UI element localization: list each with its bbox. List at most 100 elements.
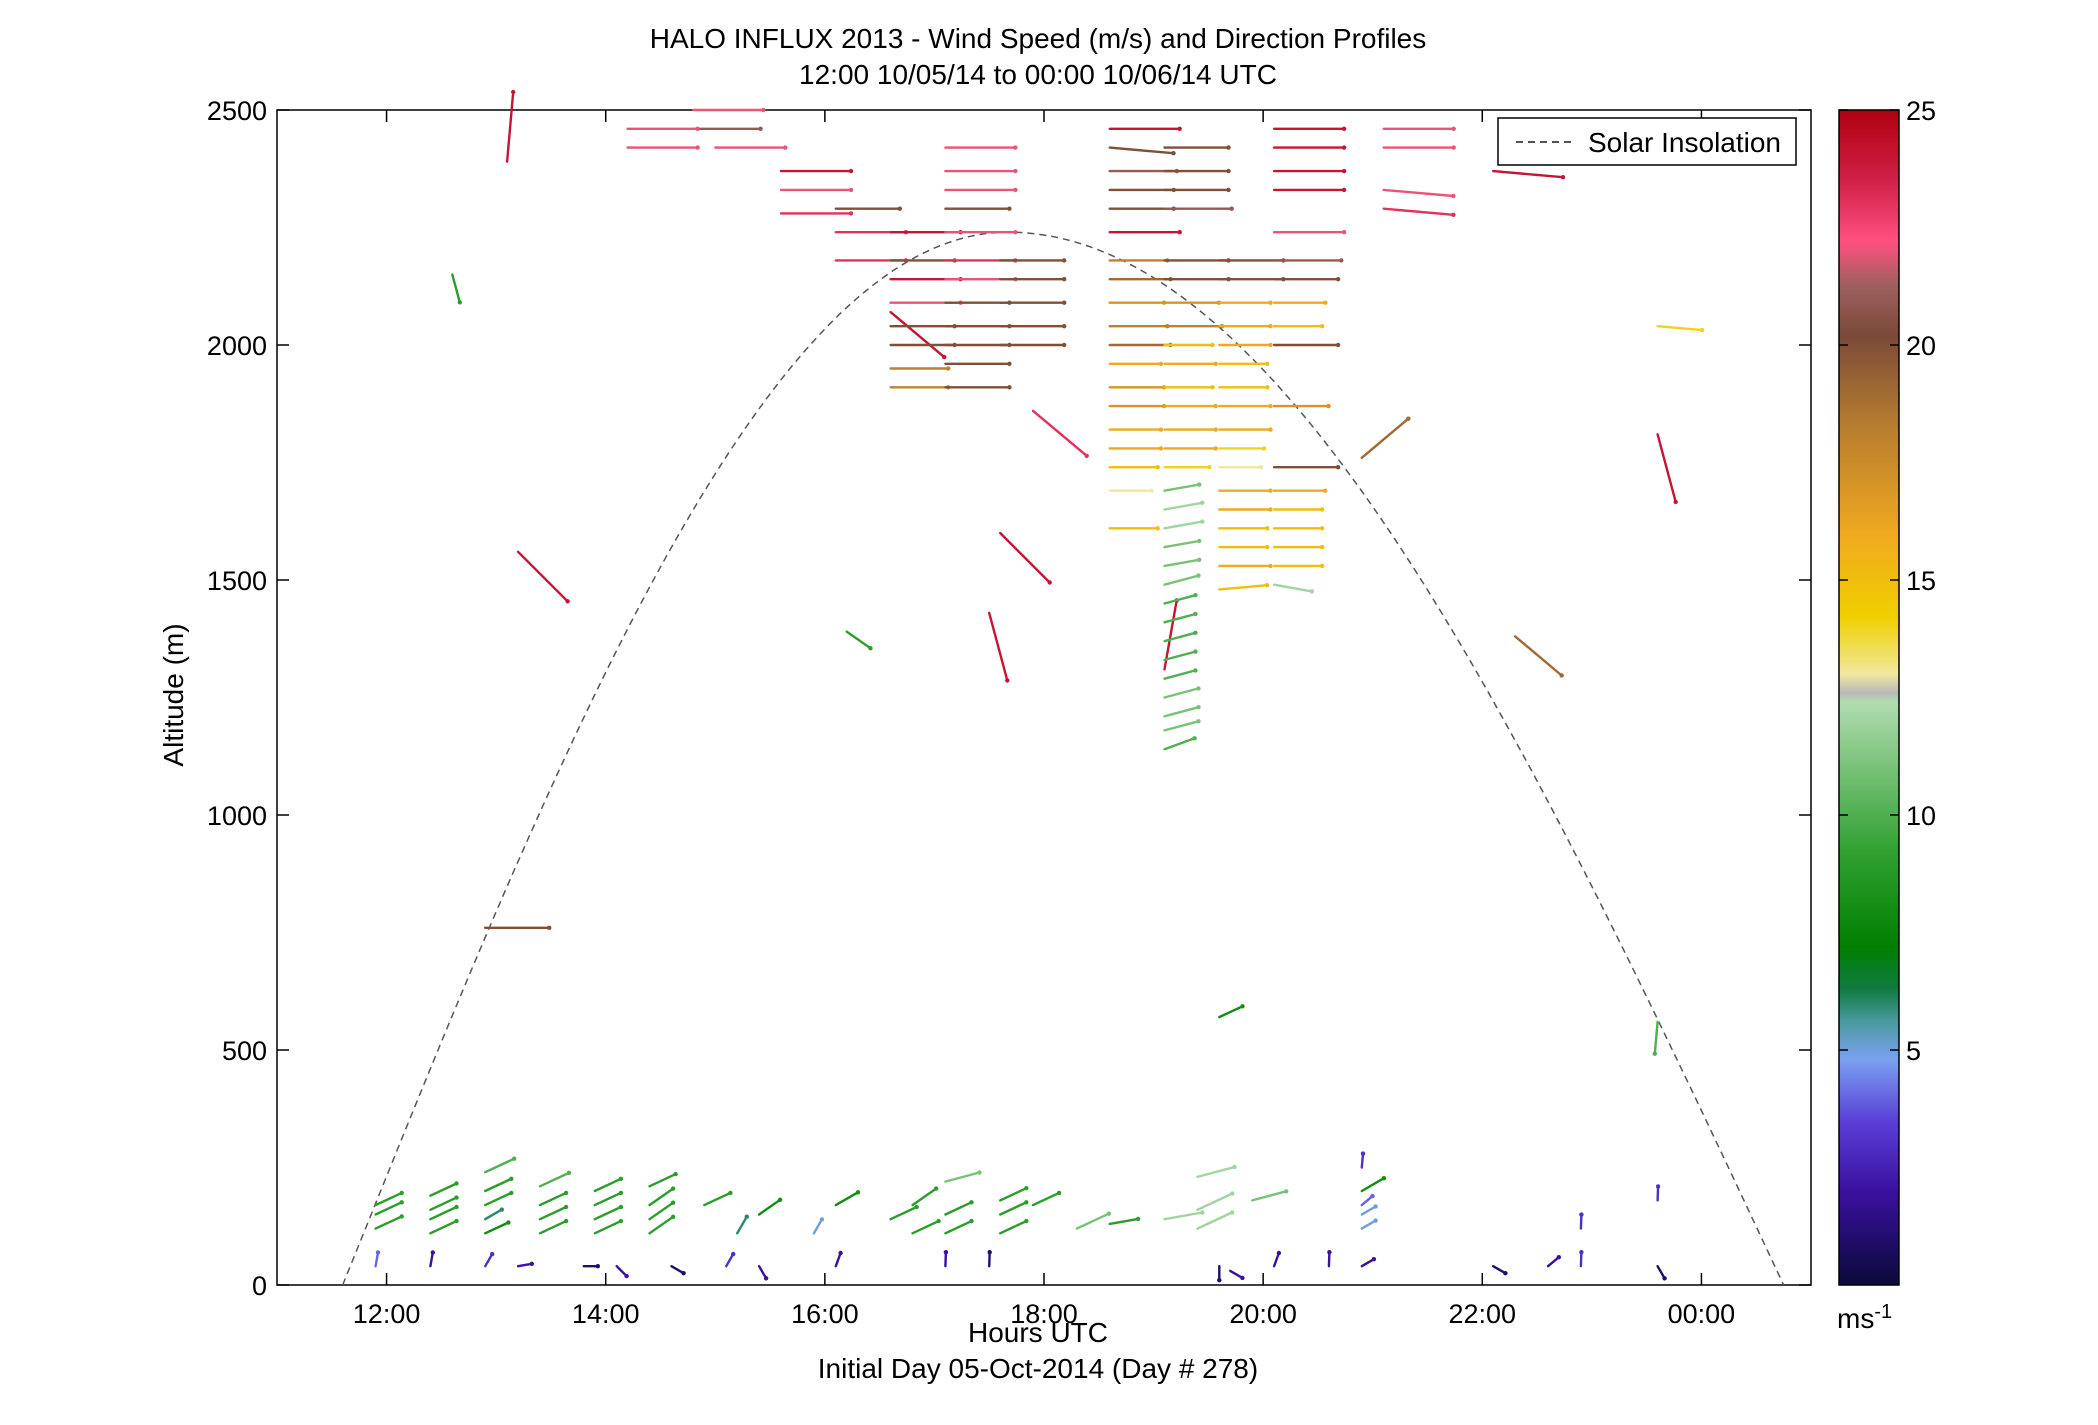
wind-arrow xyxy=(999,1186,1028,1202)
wind-arrow-head xyxy=(430,1250,435,1255)
wind-arrow-head xyxy=(987,1250,992,1255)
wind-arrow-head xyxy=(695,126,700,131)
wind-arrow xyxy=(429,1219,458,1235)
wind-arrow-head xyxy=(1268,488,1273,493)
wind-arrow-head xyxy=(728,1190,733,1196)
wind-arrow-head xyxy=(969,1200,974,1205)
wind-arrow-head xyxy=(1213,361,1218,366)
wind-arrow xyxy=(1163,669,1197,680)
wind-arrow xyxy=(1360,1205,1377,1216)
wind-arrow-head xyxy=(1196,705,1201,710)
wind-arrow xyxy=(538,1205,568,1221)
wind-arrow-head xyxy=(1655,1184,1661,1189)
wind-arrow xyxy=(1218,584,1269,591)
wind-arrow-head xyxy=(399,1200,404,1205)
wind-arrow xyxy=(429,1182,458,1197)
wind-arrow-head xyxy=(1149,488,1154,493)
wind-arrow-head xyxy=(1062,258,1067,263)
wind-arrow-head xyxy=(1381,1176,1387,1181)
wind-arrow xyxy=(1163,706,1200,718)
wind-arrow-head xyxy=(1232,1164,1237,1170)
wind-arrow xyxy=(1229,1269,1244,1280)
wind-arrow xyxy=(1163,650,1197,662)
wind-arrow-head xyxy=(731,1251,736,1257)
wind-arrow xyxy=(1360,1194,1374,1207)
wind-arrow-head xyxy=(1155,526,1160,531)
wind-arrow-head xyxy=(509,1176,514,1182)
wind-arrow-head xyxy=(1406,416,1411,421)
colorbar: 5 10 15 20 25 ms-1 xyxy=(1837,96,1936,1334)
colorbar-tick-label: 10 xyxy=(1906,801,1936,831)
wind-arrow-head xyxy=(1335,277,1341,282)
wind-arrow xyxy=(725,1252,735,1268)
colorbar-unit: ms-1 xyxy=(1837,1301,1892,1334)
wind-arrow-head xyxy=(777,1197,783,1203)
wind-arrow-head xyxy=(1341,145,1347,150)
colorbar-unit-exp: -1 xyxy=(1874,1301,1892,1323)
wind-arrow xyxy=(374,1215,403,1230)
wind-arrow-head xyxy=(1013,145,1018,150)
wind-arrow-head xyxy=(1226,145,1231,150)
wind-arrow-head xyxy=(511,89,516,95)
wind-arrow xyxy=(484,1157,516,1174)
wind-arrow-head xyxy=(848,211,854,216)
wind-arrow xyxy=(484,1252,494,1268)
wind-arrow xyxy=(1196,1165,1236,1179)
wind-arrow xyxy=(516,550,569,603)
wind-arrow-head xyxy=(848,168,854,174)
wind-arrow-head xyxy=(1265,385,1270,390)
wind-arrow-head xyxy=(1276,1250,1282,1256)
y-tick-label: 500 xyxy=(222,1036,267,1066)
wind-arrow xyxy=(1491,1264,1507,1275)
legend: Solar Insolation xyxy=(1497,117,1797,166)
wind-arrow-head xyxy=(1341,168,1347,174)
wind-arrow xyxy=(538,1191,568,1207)
wind-arrow xyxy=(757,1264,768,1280)
wind-arrow xyxy=(1196,1192,1234,1212)
wind-arrow-head xyxy=(1268,300,1273,305)
x-tick-label: 12:00 xyxy=(353,1299,421,1329)
wind-arrow xyxy=(1360,1257,1376,1268)
wind-arrow-head xyxy=(618,1218,624,1224)
wind-arrow-head xyxy=(1197,557,1202,562)
wind-arrow-head xyxy=(942,354,947,360)
legend-label: Solar Insolation xyxy=(1588,127,1781,158)
wind-arrow-head xyxy=(563,1218,569,1224)
wind-arrow-head xyxy=(1192,736,1197,741)
wind-arrow-head xyxy=(1197,482,1202,487)
wind-arrow-head xyxy=(1268,507,1273,512)
x-axis-label: Hours UTC xyxy=(968,1317,1108,1348)
wind-arrow-head xyxy=(1229,206,1234,211)
wind-arrow xyxy=(593,1191,623,1207)
wind-arrow-head xyxy=(838,1250,843,1256)
wind-arrow xyxy=(757,1198,782,1216)
wind-arrow-head xyxy=(1319,507,1325,512)
x-axis-sublabel: Initial Day 05-Oct-2014 (Day # 278) xyxy=(818,1353,1258,1384)
wind-arrow xyxy=(1382,207,1455,217)
wind-arrow xyxy=(999,1219,1028,1235)
wind-arrow-head xyxy=(566,1170,572,1176)
wind-arrow-head xyxy=(758,126,763,131)
wind-arrow xyxy=(834,1251,842,1268)
wind-arrow-head xyxy=(1024,1218,1029,1224)
wind-arrow-head xyxy=(1556,1255,1562,1260)
wind-arrow xyxy=(1250,1190,1288,1202)
wind-arrow-head xyxy=(1230,1191,1235,1196)
wind-arrow-head xyxy=(618,1204,624,1210)
wind-arrow-head xyxy=(1240,1275,1245,1281)
wind-arrow xyxy=(484,1191,513,1207)
wind-arrow xyxy=(1272,1251,1281,1268)
x-tick-label: 14:00 xyxy=(572,1299,640,1329)
wind-arrow-head xyxy=(1196,573,1201,578)
wind-arrow xyxy=(944,1171,981,1183)
wind-arrow-head xyxy=(512,1156,517,1161)
wind-arrow xyxy=(1031,1191,1061,1207)
wind-arrow xyxy=(429,1251,434,1268)
wind-arrow-head xyxy=(1326,403,1331,409)
wind-arrow-head xyxy=(1451,145,1456,150)
wind-arrow xyxy=(1360,1152,1365,1169)
wind-arrow-head xyxy=(1210,342,1215,348)
wind-arrow-head xyxy=(490,1251,495,1257)
wind-arrow-head xyxy=(1005,678,1010,683)
wind-arrow xyxy=(1218,1005,1244,1019)
